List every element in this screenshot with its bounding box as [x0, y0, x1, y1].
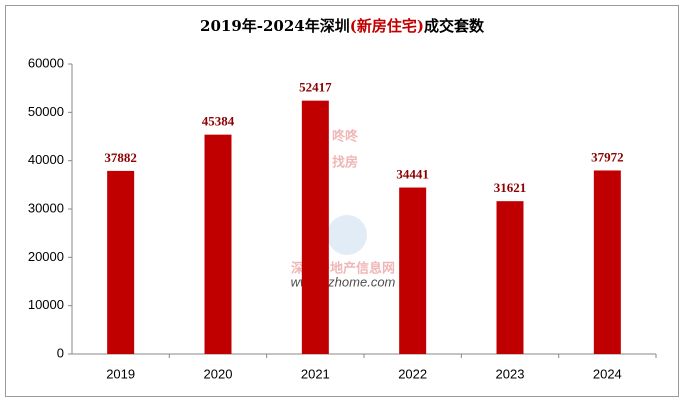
- chart-title: 2019年-2024年深圳(新房住宅)成交套数: [200, 17, 485, 35]
- y-tick-label: 30000: [28, 200, 64, 215]
- y-tick-label: 20000: [28, 249, 64, 264]
- x-tick-label: 2024: [593, 366, 622, 381]
- bar: [399, 187, 427, 354]
- y-tick-label: 40000: [28, 152, 64, 167]
- value-label: 34441: [396, 167, 429, 182]
- y-tick-label: 50000: [28, 104, 64, 119]
- bar: [204, 134, 232, 354]
- x-tick-label: 2021: [301, 366, 330, 381]
- value-label: 37882: [104, 150, 137, 165]
- y-tick-label: 60000: [28, 55, 64, 70]
- title-part: (新房住宅): [350, 17, 424, 35]
- y-tick-label: 0: [57, 345, 64, 360]
- title-part: 2019年-2024年深圳: [200, 17, 350, 35]
- watermark-logo: [327, 215, 367, 255]
- watermark: 咚咚: [332, 128, 359, 143]
- value-label: 37972: [591, 149, 624, 164]
- x-tick-label: 2020: [204, 366, 233, 381]
- x-tick-label: 2022: [398, 366, 427, 381]
- bar: [593, 170, 621, 354]
- value-label: 31621: [494, 180, 527, 195]
- bar: [496, 201, 524, 354]
- value-label: 52417: [299, 80, 332, 95]
- title-part: 成交套数: [424, 17, 485, 35]
- watermark: 找房: [332, 154, 358, 169]
- x-tick-label: 2023: [496, 366, 525, 381]
- bar: [301, 100, 329, 354]
- value-label: 45384: [202, 114, 235, 129]
- bar: [107, 170, 135, 354]
- y-tick-label: 10000: [28, 297, 64, 312]
- x-tick-label: 2019: [106, 366, 135, 381]
- frame: [5, 5, 679, 397]
